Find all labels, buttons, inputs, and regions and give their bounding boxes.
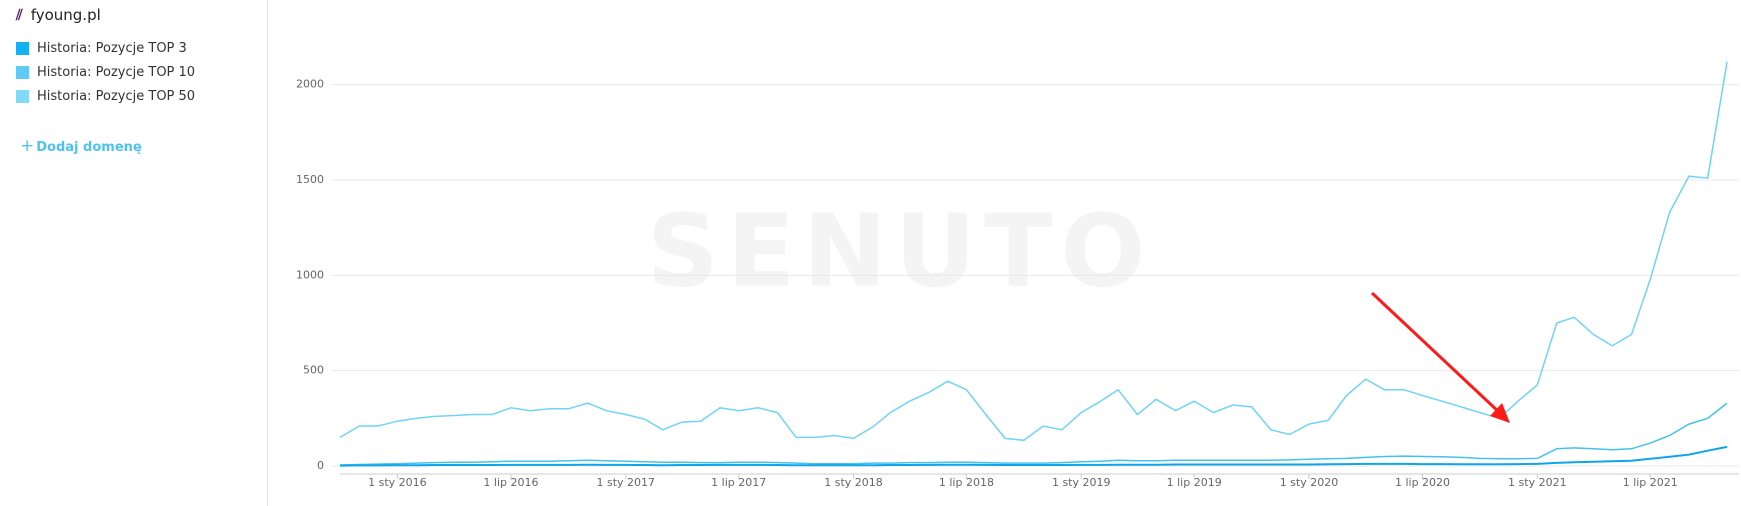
x-tick-label: 1 sty 2016 (368, 476, 427, 489)
legend-label: Historia: Pozycje TOP 10 (37, 65, 196, 80)
domain: ⫽ fyoung.pl (16, 6, 101, 24)
legend-swatch (16, 90, 29, 103)
x-tick-label: 1 sty 2020 (1280, 476, 1339, 489)
series-line (339, 445, 1728, 467)
add-domain-label[interactable]: Dodaj domenę (36, 140, 142, 155)
x-tick-label: 1 lip 2016 (483, 476, 538, 489)
legend-label: Historia: Pozycje TOP 3 (37, 41, 187, 56)
y-tick-label: 0 (317, 459, 324, 472)
y-tick-label: 500 (303, 364, 324, 377)
legend-item[interactable]: Historia: Pozycje TOP 10 (16, 65, 195, 80)
domain-icon: ⫽ (16, 6, 23, 24)
annotation-arrow-head (1490, 403, 1510, 423)
series-line (339, 402, 1728, 466)
x-tick-label: 1 sty 2018 (824, 476, 883, 489)
watermark: SENUTO (647, 192, 1153, 309)
legend-label: Historia: Pozycje TOP 50 (37, 89, 196, 104)
x-tick-label: 1 sty 2017 (596, 476, 655, 489)
x-tick-label: 1 sty 2021 (1508, 476, 1567, 489)
sidebar: ⫽ fyoung.pl Historia: Pozycje TOP 3 Histor… (0, 0, 268, 506)
y-tick-label: 1000 (296, 268, 324, 281)
domain-name: fyoung.pl (30, 6, 101, 24)
y-tick-label: 1500 (296, 173, 324, 186)
annotation-arrow (1370, 291, 1503, 416)
y-tick-label: 2000 (296, 78, 324, 91)
legend-item[interactable]: Historia: Pozycje TOP 50 (16, 89, 195, 104)
legend-item[interactable]: Historia: Pozycje TOP 3 (16, 41, 187, 56)
x-tick-label: 1 sty 2019 (1052, 476, 1111, 489)
add-domain[interactable]: + Dodaj domenę (20, 136, 142, 156)
x-tick-label: 1 lip 2017 (711, 476, 766, 489)
x-tick-label: 1 lip 2020 (1395, 476, 1450, 489)
legend-swatch (16, 66, 29, 79)
x-tick-label: 1 lip 2021 (1623, 476, 1678, 489)
legend-swatch (16, 42, 29, 55)
x-tick-label: 1 lip 2018 (939, 476, 994, 489)
chart: SENUTO 0 500 1000 1500 2000 1 sty 2016 1 lip 2… (296, 61, 1739, 489)
x-tick-label: 1 lip 2019 (1167, 476, 1222, 489)
